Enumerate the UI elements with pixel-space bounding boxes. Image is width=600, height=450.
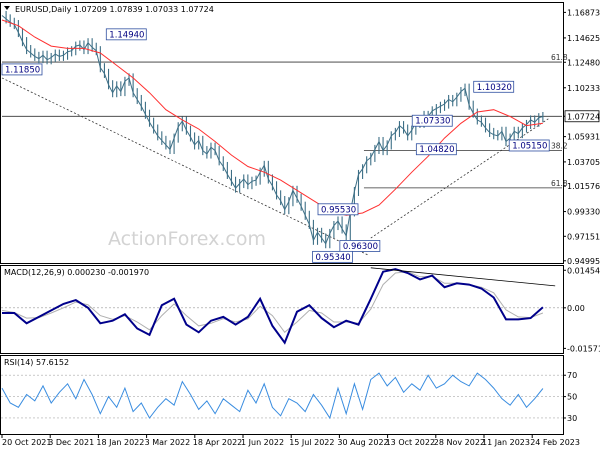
collapse-triangle-icon[interactable] — [4, 6, 10, 10]
y-tick-label: 1.12480 — [567, 58, 600, 67]
swing-label-box — [312, 250, 353, 263]
rsi-line — [1, 372, 544, 420]
y-tick-label: 50 — [567, 393, 577, 402]
trendline — [370, 118, 549, 239]
rsi-y-axis: 70 50 30 — [563, 371, 577, 423]
price-labels: 1.14940 1.11850 1.07330 1.10320 1.04820 1.051… — [1, 28, 550, 263]
swing-label: 0.95340 — [316, 253, 351, 263]
price-series — [1, 10, 544, 249]
x-tick-label: 20 Oct 2021 — [2, 438, 51, 447]
macd-pane-title: MACD(12,26,9) 0.000230 -0.001970 — [4, 268, 149, 277]
rsi-pane: RSI(14) 57.6152 70 50 30 — [0, 355, 577, 435]
y-tick-label: 1.07724 — [567, 112, 600, 121]
swing-label: 1.07330 — [415, 117, 450, 127]
swing-label: 1.05150 — [512, 141, 547, 151]
price-pane: ActionForex.com 61.8 38.2 61.8 1.14940 1.11… — [0, 2, 600, 266]
x-tick-label: 24 Feb 2023 — [530, 438, 580, 447]
fib-level-label: 61.8 — [551, 53, 568, 62]
macd-series — [1, 267, 563, 345]
y-tick-label: 0.94995 — [567, 257, 600, 266]
ema-line — [1, 19, 543, 216]
x-tick-label: 1 Jun 2022 — [241, 438, 284, 447]
x-tick-label: 13 Oct 2022 — [386, 438, 435, 447]
x-tick-label: 11 Jan 2023 — [482, 438, 530, 447]
y-tick-label: 1.01576 — [567, 182, 600, 191]
swing-label: 0.95530 — [321, 205, 356, 215]
y-tick-label: 0.014549 — [567, 266, 600, 275]
x-tick-label: 28 Nov 2022 — [434, 438, 485, 447]
swing-label: 1.10320 — [477, 83, 512, 93]
swing-label-box — [508, 139, 550, 152]
rsi-pane-title: RSI(14) 57.6152 — [4, 358, 69, 367]
current-price-box — [564, 110, 600, 123]
fib-level-label: 61.8 — [551, 179, 568, 188]
swing-label-box — [105, 28, 147, 41]
y-tick-label: 1.16873 — [567, 8, 600, 17]
macd-signal-line — [1, 271, 544, 334]
price-trendlines — [1, 77, 549, 256]
y-tick-label: 1.10233 — [567, 84, 600, 93]
y-tick-label: 0.99330 — [567, 208, 600, 217]
swing-label: 1.11850 — [5, 65, 40, 75]
macd-trendline — [370, 267, 556, 287]
swing-label-box — [411, 114, 453, 127]
x-tick-label: 18 Apr 2022 — [193, 438, 242, 447]
swing-label-box — [339, 240, 381, 252]
x-tick-label: 3 Mar 2022 — [145, 438, 191, 447]
price-y-axis: 1.16873 1.14625 1.12480 1.10233 1.07724 1.059… — [563, 8, 600, 266]
x-tick-label: 3 Dec 2021 — [48, 438, 94, 447]
x-tick-label: 18 Jan 2022 — [96, 438, 144, 447]
y-tick-label: 1.05931 — [567, 133, 600, 142]
swing-label-box — [317, 203, 359, 216]
x-tick-label: 15 Jul 2022 — [289, 438, 334, 447]
y-tick-label: 30 — [567, 414, 577, 423]
y-tick-label: 70 — [567, 371, 577, 380]
price-pane-frame — [0, 2, 564, 264]
fib-level-label: 38.2 — [551, 141, 568, 150]
swing-label: 0.96300 — [343, 242, 378, 252]
y-tick-label: 0.00 — [567, 304, 585, 313]
macd-y-axis: 0.014549 0.00 -0.015712 — [563, 266, 600, 353]
x-tick-label: 30 Aug 2022 — [337, 438, 388, 447]
y-tick-label: -0.015712 — [567, 344, 600, 353]
price-pane-title: EURUSD,Daily 1.07209 1.07839 1.07033 1.0… — [15, 5, 214, 14]
y-tick-label: 1.14625 — [567, 34, 600, 43]
rsi-pane-frame — [0, 355, 564, 435]
swing-label: 1.14940 — [109, 30, 144, 40]
y-tick-label: 0.97151 — [567, 232, 600, 241]
macd-line — [2, 268, 544, 345]
swing-label-box — [473, 80, 515, 93]
watermark: ActionForex.com — [108, 228, 266, 250]
y-tick-label: 1.03705 — [567, 158, 600, 167]
swing-label-box — [1, 63, 43, 76]
swing-label: 1.04820 — [419, 145, 454, 155]
macd-pane-frame — [0, 265, 564, 354]
macd-pane: MACD(12,26,9) 0.000230 -0.001970 0.01454… — [0, 265, 600, 354]
rsi-series — [1, 372, 563, 420]
swing-label-box — [415, 143, 457, 156]
price-line — [1, 15, 544, 245]
price-levels: 61.8 38.2 61.8 — [2, 53, 568, 189]
